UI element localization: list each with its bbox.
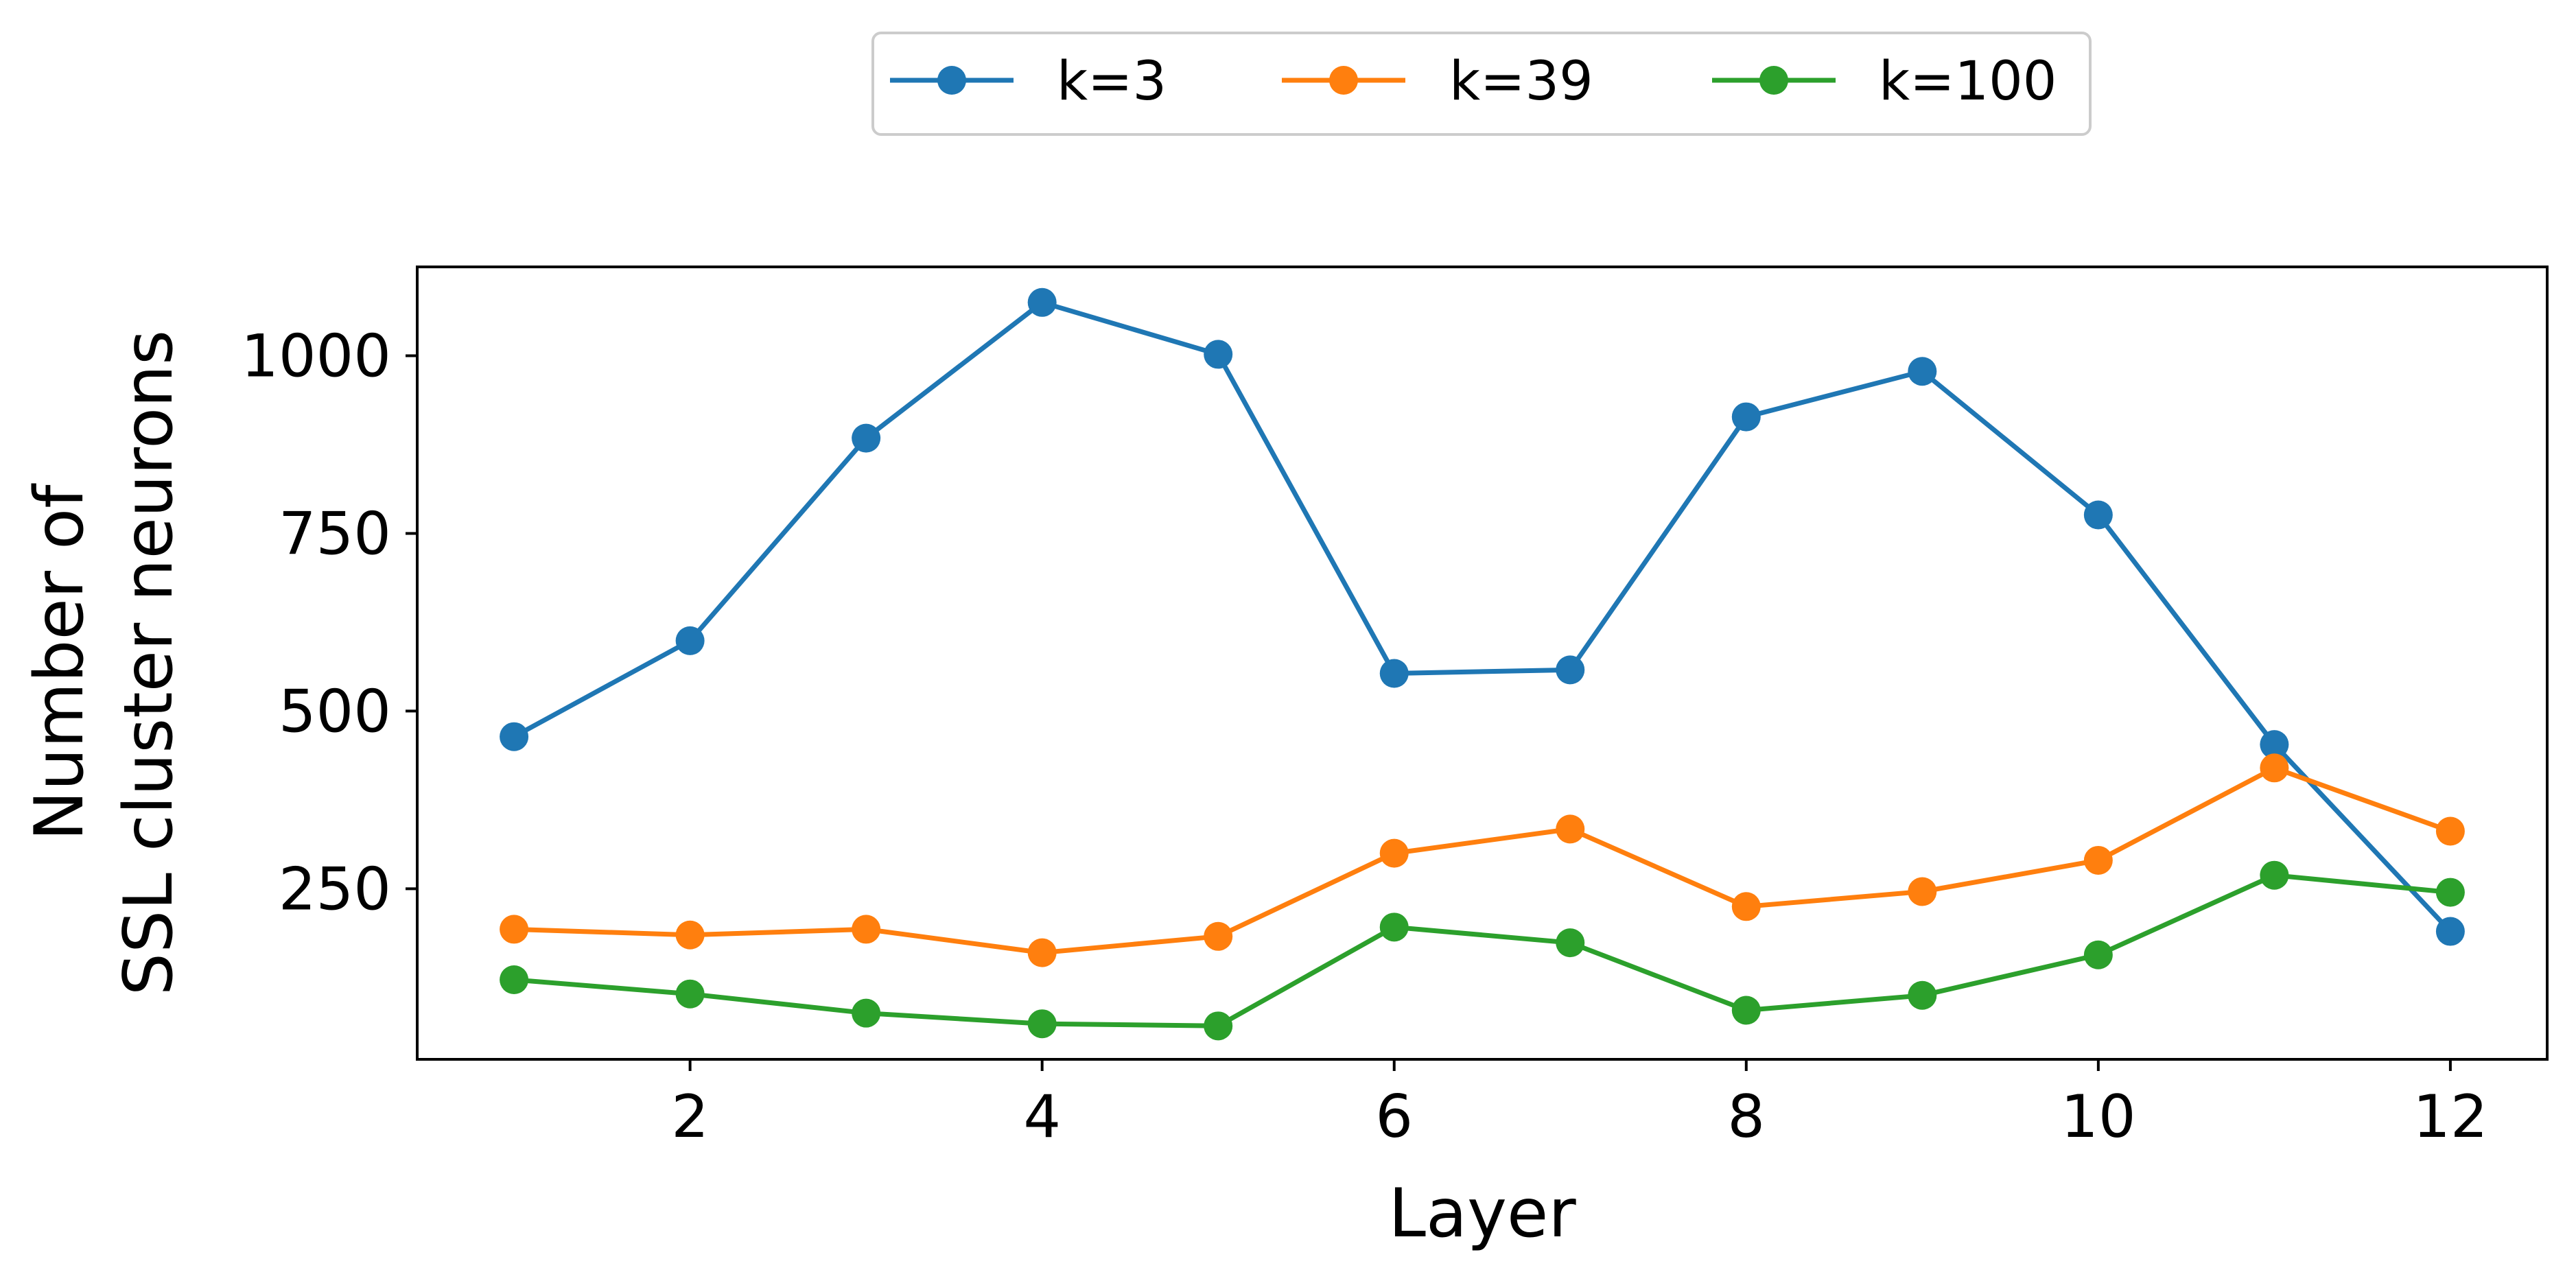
series-line [511,873,2453,1028]
data-point [1204,1011,1233,1041]
legend-frame [871,32,2092,136]
data-point [1556,655,1585,685]
x-tick-label: 2 [671,1083,709,1151]
y-tick-label: 1000 [241,322,391,390]
data-point [1379,838,1409,868]
data-point [500,722,529,751]
series-line [511,300,2454,935]
data-point [1027,1009,1057,1039]
data-point [2260,860,2289,890]
data-point [2260,753,2289,783]
y-axis-label-line-2: SSL cluster neurons [110,330,188,996]
x-tick-label: 12 [2413,1083,2487,1151]
data-point [2083,940,2113,969]
legend-label: k=100 [1879,51,2057,113]
data-point [1731,996,1761,1025]
legend-label: k=3 [1057,51,1167,113]
data-point [852,998,881,1028]
legend: k=3 k=39 k=100 [871,32,2092,136]
y-axis-label-line-1: Number of [21,483,99,841]
data-point [1027,938,1057,967]
x-tick-label: 8 [1727,1083,1765,1151]
plot-area: 2 4 6 8 10 12 250 500 750 1000 [241,266,2549,1151]
data-point [1027,287,1057,317]
data-point [1556,814,1585,844]
data-point [852,423,881,453]
legend-item: k=39 [1282,51,1593,113]
data-point [675,626,705,655]
data-point [1908,980,1937,1010]
data-point [2435,917,2465,946]
legend-item: k=3 [890,51,1167,113]
series-k-39 [500,753,2465,967]
data-point [1908,877,1937,906]
data-point [2083,500,2113,530]
legend-marker [1329,66,1358,95]
data-point [2083,845,2113,875]
plot-frame [416,266,2549,1061]
series-k-100 [500,860,2465,1041]
data-point [500,915,529,944]
x-axis-label: Layer [1388,1175,1576,1253]
data-point [1908,357,1937,386]
data-point [2435,816,2465,846]
data-point [1731,402,1761,432]
legend-marker [1759,66,1788,95]
series-line [511,765,2454,956]
x-tick-label: 4 [1023,1083,1061,1151]
data-point [675,979,705,1009]
legend-item: k=100 [1712,51,2057,113]
data-point [1556,928,1585,958]
series-k-3 [500,287,2465,946]
data-point [1204,340,1233,369]
legend-label: k=39 [1449,51,1593,113]
data-point [1204,921,1233,951]
y-tick-label: 250 [279,855,391,923]
data-point [1379,913,1409,942]
data-point [1379,659,1409,688]
data-point [2435,878,2465,907]
data-point [1731,892,1761,921]
x-tick-label: 10 [2061,1083,2135,1151]
legend-marker [937,66,966,95]
data-point [500,965,529,994]
data-point [852,915,881,944]
x-tick-label: 6 [1375,1083,1413,1151]
y-tick-label: 750 [279,499,391,568]
data-point [675,920,705,950]
data-point [2260,730,2289,760]
y-tick-label: 500 [279,677,391,746]
